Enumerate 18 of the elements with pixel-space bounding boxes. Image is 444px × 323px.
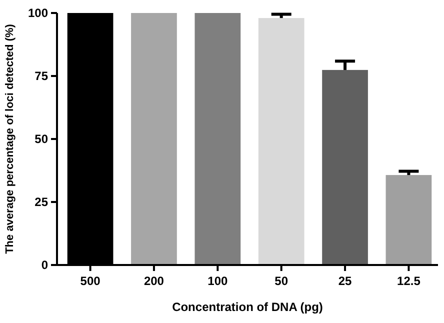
x-tick-label: 12.5 — [397, 274, 421, 288]
bar — [258, 18, 304, 265]
bar — [194, 13, 241, 265]
bar — [322, 70, 368, 265]
y-tick-label: 25 — [34, 195, 48, 209]
x-tick-label: 500 — [80, 274, 101, 288]
y-axis-title: The average percentage of loci detected (%) — [4, 24, 16, 254]
x-tick-label: 100 — [208, 274, 228, 288]
y-tick-label: 0 — [41, 258, 48, 272]
y-tick-label: 100 — [28, 6, 48, 20]
y-tick-label: 75 — [34, 69, 48, 83]
x-axis-title: Concentration of DNA (pg) — [172, 300, 323, 314]
x-tick-label: 50 — [274, 274, 288, 288]
x-tick-label: 200 — [144, 274, 164, 288]
bar — [386, 175, 432, 265]
y-tick-label: 50 — [34, 132, 48, 146]
bar — [131, 13, 177, 265]
x-tick-label: 25 — [338, 274, 352, 288]
